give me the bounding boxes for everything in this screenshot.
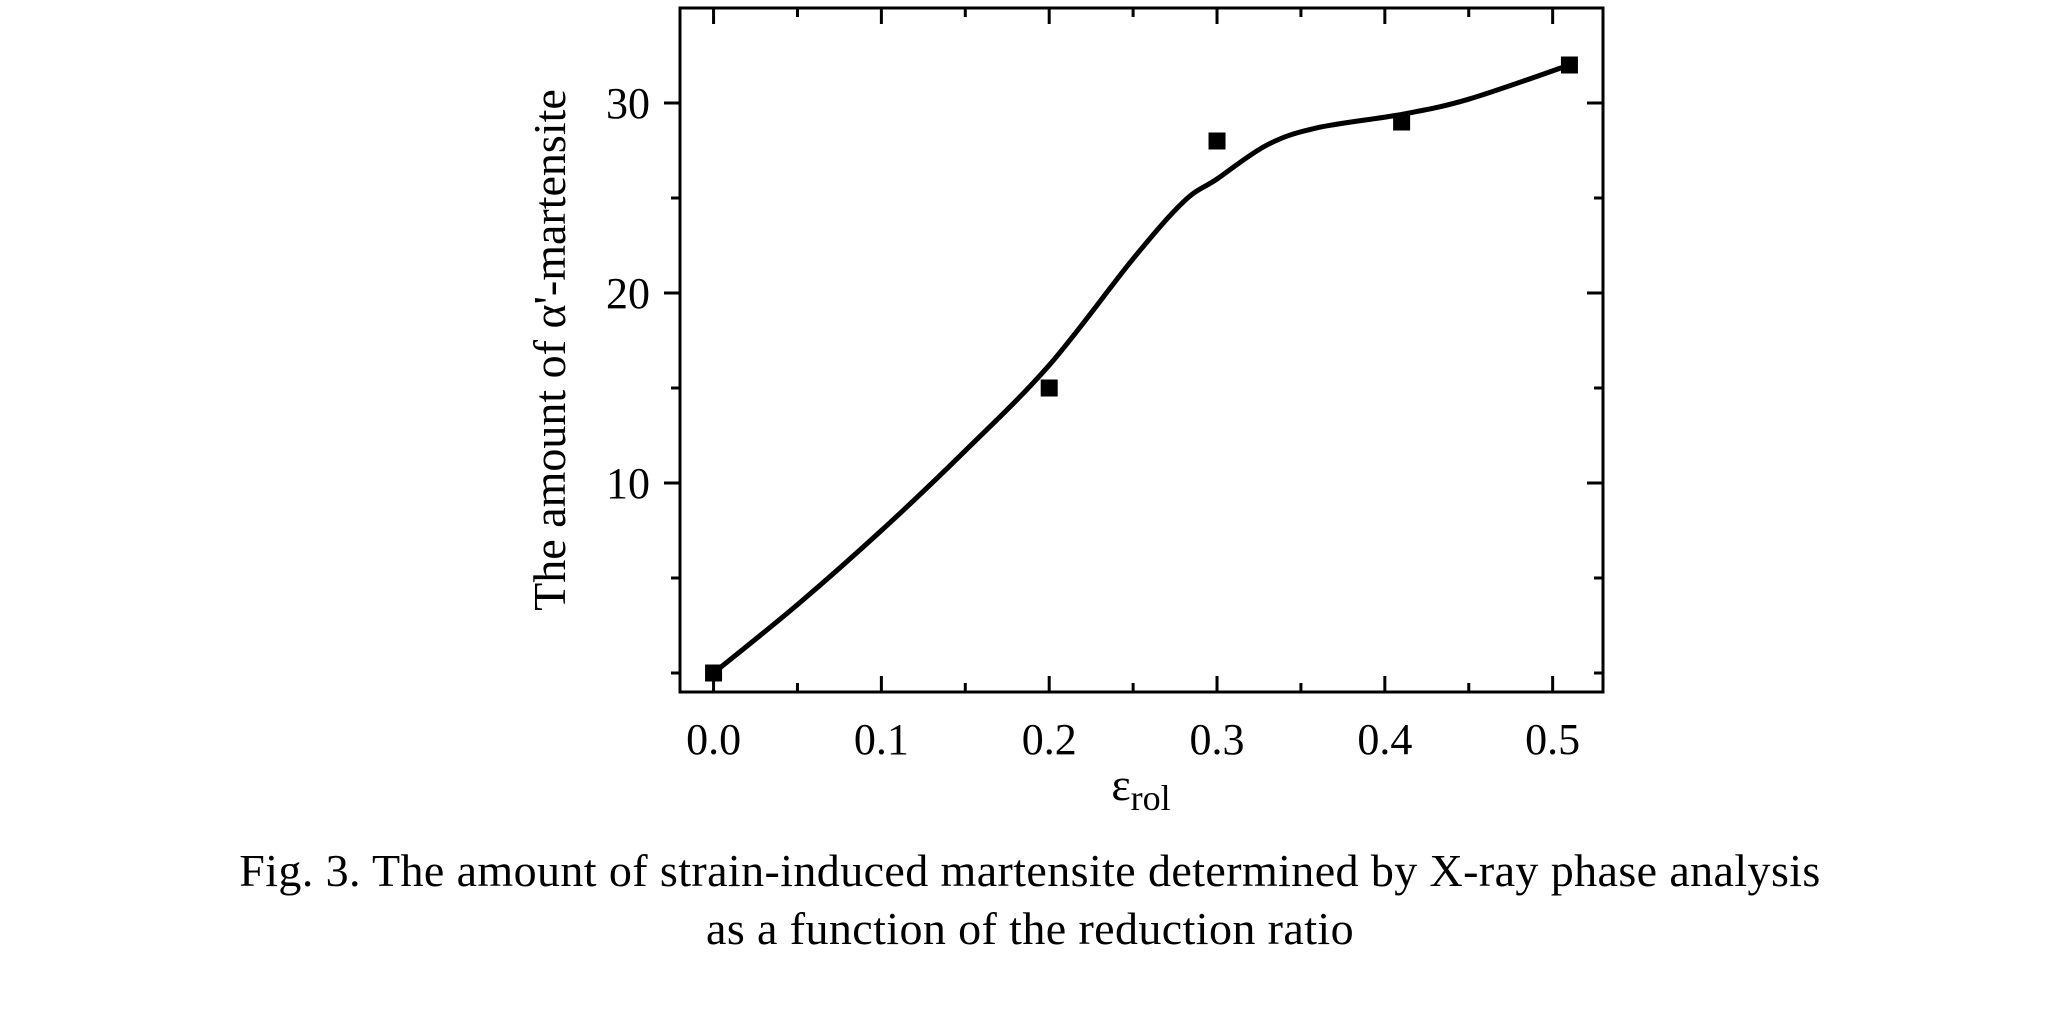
- figure-caption: Fig. 3. The amount of strain-induced mar…: [0, 842, 2060, 958]
- x-tick-label: 0.0: [686, 715, 741, 764]
- data-point: [705, 664, 723, 682]
- x-axis-ticks: 0.0 0.1 0.2 0.3 0.4 0.5: [686, 8, 1580, 764]
- data-point: [1040, 379, 1058, 397]
- series-points: [705, 56, 1578, 682]
- x-tick-label: 0.2: [1022, 715, 1077, 764]
- y-tick-label: 20: [606, 269, 650, 318]
- x-tick-label: 0.5: [1525, 715, 1580, 764]
- caption-line-2: as a function of the reduction ratio: [706, 903, 1354, 954]
- x-axis-label-subscript: rol: [1131, 778, 1171, 818]
- x-tick-label: 0.4: [1357, 715, 1412, 764]
- data-point: [1560, 56, 1578, 74]
- x-tick-label: 0.3: [1190, 715, 1245, 764]
- data-point: [1208, 132, 1226, 150]
- data-point: [1393, 113, 1411, 131]
- y-axis-ticks: 10 20 30: [606, 79, 1603, 675]
- chart: 0.0 0.1 0.2 0.3 0.4 0.5 10 20 30 εrol The amoun…: [524, 6, 1605, 818]
- series-fit-curve: [711, 62, 1572, 676]
- y-tick-label: 10: [606, 459, 650, 508]
- plot-frame: [678, 6, 1605, 694]
- y-axis-label: The amount of α'-martensite: [524, 89, 575, 611]
- x-axis-label: εrol: [1111, 759, 1170, 818]
- x-axis-label-symbol: ε: [1111, 759, 1130, 810]
- caption-line-1: Fig. 3. The amount of strain-induced mar…: [239, 845, 1821, 896]
- y-tick-label: 30: [606, 79, 650, 128]
- x-tick-label: 0.1: [854, 715, 909, 764]
